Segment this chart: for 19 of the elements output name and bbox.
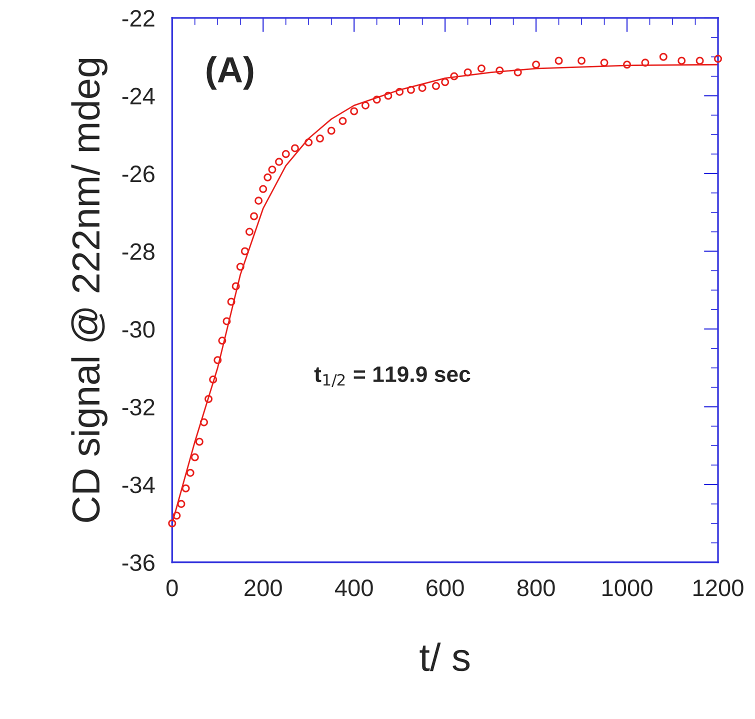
y-tick-label: -28 xyxy=(122,243,154,260)
y-axis-title: CD signal @ 222nm/ mdeg xyxy=(71,58,108,522)
y-tick-label: -24 xyxy=(122,88,155,104)
y-tick-label: -22 xyxy=(122,10,154,27)
x-tick-label: 1200 xyxy=(694,580,744,596)
y-tick-label: -26 xyxy=(122,166,154,182)
x-tick-label: 800 xyxy=(517,580,555,596)
x-tick-label: 400 xyxy=(334,580,373,596)
x-tick-label: 600 xyxy=(426,580,464,596)
annotation: t$_{1/2}$ = 119.9 sec xyxy=(314,366,470,387)
x-axis-title: t/ s xyxy=(420,642,470,672)
y-tick-label: -34 xyxy=(122,476,155,494)
y-tick-label: -36 xyxy=(122,554,154,572)
annotation: (A) xyxy=(206,56,254,90)
x-tick-label: 1000 xyxy=(602,580,652,596)
x-tick-label: 0 xyxy=(166,580,178,596)
y-tick-label: -32 xyxy=(122,398,154,416)
x-tick-label: 200 xyxy=(244,580,282,596)
y-tick-label: -30 xyxy=(122,321,155,338)
